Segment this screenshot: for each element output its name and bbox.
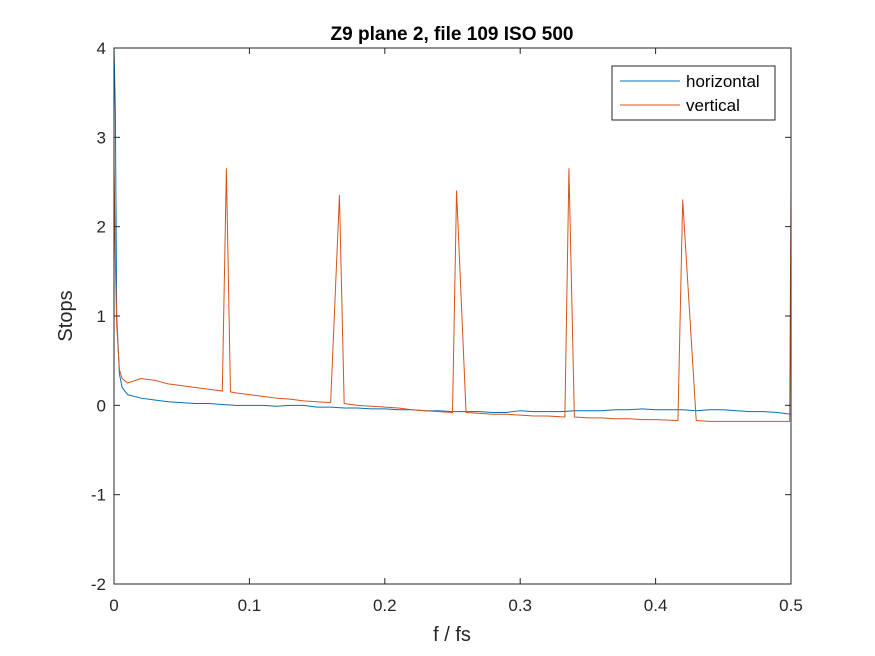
y-tick-label: 3 xyxy=(97,128,106,147)
y-axis-ticks: -2 -1 0 1 2 3 4 xyxy=(91,39,791,594)
y-tick-label: 2 xyxy=(97,218,106,237)
legend-label-vertical: vertical xyxy=(686,96,740,115)
x-axis-ticks: 0 0.1 0.2 0.3 0.4 0.5 xyxy=(109,48,803,615)
x-tick-label: 0.2 xyxy=(373,596,397,615)
x-tick-label: 0.1 xyxy=(238,596,262,615)
x-tick-label: 0.4 xyxy=(644,596,668,615)
chart-title: Z9 plane 2, file 109 ISO 500 xyxy=(331,24,574,45)
y-tick-label: 4 xyxy=(97,39,106,58)
x-tick-label: 0.5 xyxy=(779,596,803,615)
x-tick-label: 0 xyxy=(109,596,118,615)
x-tick-label: 0.3 xyxy=(508,596,532,615)
legend-box xyxy=(611,65,776,121)
y-axis-label: Stops xyxy=(55,290,77,341)
y-tick-label: 1 xyxy=(97,307,106,326)
y-tick-label: 0 xyxy=(97,396,106,415)
y-tick-label: -1 xyxy=(91,486,106,505)
series-layer xyxy=(114,48,791,422)
x-axis-label: f / fs xyxy=(433,624,471,646)
plot-area xyxy=(114,48,791,584)
series-line-vertical xyxy=(114,164,791,422)
legend-label-horizontal: horizontal xyxy=(686,72,760,91)
y-tick-label: -2 xyxy=(91,575,106,594)
legend: horizontal vertical xyxy=(611,65,776,121)
